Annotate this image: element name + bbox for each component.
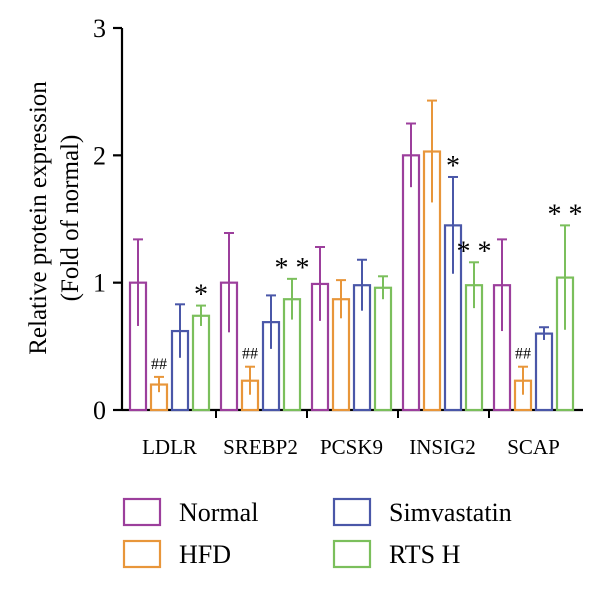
y-tick-label: 2	[93, 141, 106, 170]
bar	[191, 314, 211, 412]
significance-marker: *	[194, 280, 208, 311]
y-tick-label: 3	[93, 14, 106, 43]
significance-marker: ##	[515, 346, 531, 363]
axes: 0 1 2 3 Relative protein expression (Fold of …	[25, 14, 583, 459]
significance-marker: * *	[457, 236, 492, 267]
x-tick-label: PCSK9	[320, 435, 383, 459]
legend: Normal Simvastatin HFD RTS H	[122, 497, 512, 569]
bar	[373, 286, 393, 412]
legend-swatch	[122, 539, 162, 569]
significance-marker: * *	[275, 253, 310, 284]
y-axis-title: (Fold of normal)	[57, 135, 84, 302]
bar	[534, 332, 554, 412]
y-axis-title: Relative protein expression	[25, 81, 52, 355]
y-tick-label: 1	[93, 269, 106, 298]
x-tick-label: LDLR	[142, 435, 197, 459]
significance-marker: *	[446, 151, 460, 182]
legend-label: Normal	[179, 498, 258, 527]
x-tick-label: INSIG2	[409, 435, 476, 459]
significance-marker: ##	[242, 346, 258, 363]
legend-swatch	[332, 497, 372, 527]
bars	[128, 99, 575, 412]
legend-label: RTS H	[389, 540, 461, 569]
annotations: ## * ## * * * * * ## * *	[151, 151, 583, 373]
x-tick-label: SREBP2	[223, 435, 298, 459]
y-tick-label: 0	[93, 396, 106, 425]
legend-label: HFD	[179, 540, 231, 569]
legend-swatch	[122, 497, 162, 527]
significance-marker: ##	[151, 356, 167, 373]
legend-label: Simvastatin	[389, 498, 512, 527]
bar	[401, 154, 421, 412]
significance-marker: * *	[548, 199, 583, 230]
x-tick-label: SCAP	[507, 435, 560, 459]
legend-swatch	[332, 539, 372, 569]
